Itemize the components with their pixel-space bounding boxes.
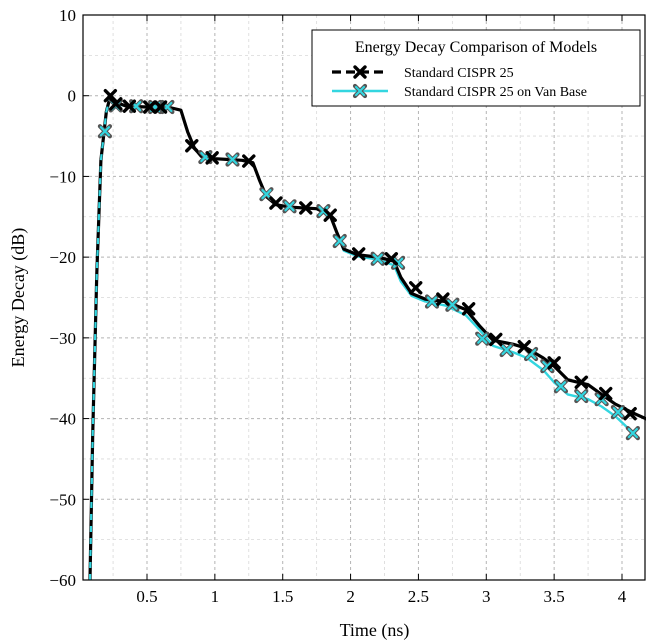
y-tick-label: −10 [49,167,76,186]
plot-frame [82,14,646,581]
grid-lines [83,15,646,580]
marker-van-base-fill [372,253,383,264]
marker-standard-cispr-25 [109,97,123,111]
legend-marker-standard-cispr-25 [353,65,367,79]
series-line-van-base [88,96,634,580]
y-tick-label: −60 [49,571,76,590]
marker-standard-cispr-25 [547,356,561,370]
marker-van-base-fill [318,206,329,217]
marker-van-base-fill [334,235,345,247]
marker-standard-cispr-25 [323,208,337,222]
series-dash-overlay-line [88,95,112,580]
x-tick-label: 0.5 [136,587,157,606]
marker-van-base-fill [555,381,567,392]
x-tick-label: 3.5 [544,587,565,606]
marker-van-base-fill [261,189,272,200]
legend-label: Standard CISPR 25 [404,66,514,81]
marker-standard-cispr-25 [103,89,118,103]
legend-box [311,29,641,107]
marker-van-base-fill [501,344,512,356]
y-tick-label: −40 [49,410,76,429]
marker-standard-cispr-25 [517,340,531,354]
marker-standard-cispr-25 [409,281,423,295]
x-tick-label: 3 [482,587,491,606]
marker-standard-cispr-25 [153,100,168,114]
marker-van-base-fill [525,348,537,360]
series-layer [88,89,646,580]
legend-marker-van-base-fill [354,85,366,97]
marker-van-base-fill [426,296,438,307]
axis-ticks: 0.5 1 1.5 2 2.5 3 3.5 4 10 0 −10 −20 −30 −40 −50 −60 [49,6,626,606]
marker-van-base-fill [447,299,458,310]
marker-van-base-fill [284,201,295,212]
marker-van-base-fill [627,428,638,439]
marker-standard-cispr-25 [242,154,256,168]
marker-standard-cispr-25 [185,139,199,153]
y-tick-label: −30 [49,329,76,348]
x-axis-title: Time (ns) [340,620,410,641]
marker-standard-cispr-25 [623,407,637,421]
y-tick-label: 10 [59,6,76,25]
marker-van-base-fill [99,126,111,137]
legend: Energy Decay Comparison of Models Standa… [311,29,641,107]
marker-van-base-fill [576,390,587,402]
x-tick-label: 1 [211,587,220,606]
marker-standard-cispr-25 [461,302,476,316]
marker-standard-cispr-25 [122,99,137,113]
series-1 [88,96,634,580]
series-dash-overlay [88,95,112,580]
marker-standard-cispr-25 [436,292,450,306]
marker-standard-cispr-25 [299,201,313,215]
marker-van-base-fill [612,407,624,418]
marker-standard-cispr-25 [489,332,503,347]
marker-standard-cispr-25 [205,151,219,165]
y-tick-label: −20 [49,248,76,267]
marker-van-base-fill [392,257,404,268]
marker-standard-cispr-25 [599,386,613,401]
marker-standard-cispr-25 [574,375,588,389]
marker-standard-cispr-25 [384,252,398,266]
x-tick-label: 2 [346,587,355,606]
marker-van-base-fill [227,154,238,165]
markers-0 [103,89,637,421]
marker-van-base-fill [477,333,488,344]
x-tick-label: 4 [618,587,627,606]
marker-van-base-fill [542,361,553,372]
marker-standard-cispr-25 [269,196,283,210]
x-tick-label: 2.5 [408,587,429,606]
legend-label: Standard CISPR 25 on Van Base [404,85,587,100]
x-tick-label: 1.5 [272,587,293,606]
y-axis-title: Energy Decay (dB) [8,228,29,368]
y-tick-label: 0 [68,87,77,106]
marker-standard-cispr-25 [143,100,157,114]
legend-items: Standard CISPR 25 Standard CISPR 25 on Va… [332,65,587,100]
y-tick-label: −50 [49,490,76,509]
marker-standard-cispr-25 [352,247,366,261]
legend-title: Energy Decay Comparison of Models [355,39,597,56]
